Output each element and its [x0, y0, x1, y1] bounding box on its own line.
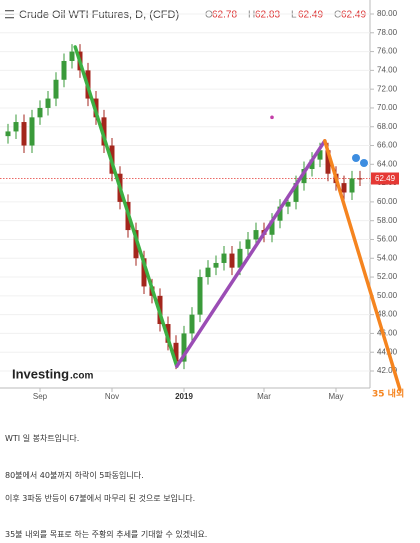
- candle-body: [237, 248, 243, 268]
- y-tick-label: 58.00: [377, 216, 398, 225]
- trendline: [73, 45, 179, 369]
- candle-body: [101, 117, 107, 146]
- y-tick-label: 46.00: [377, 329, 398, 338]
- x-tick-label: Sep: [33, 392, 48, 401]
- candle-body: [221, 253, 227, 263]
- event-icon[interactable]: [352, 154, 360, 162]
- ohlc-label: O: [205, 10, 213, 21]
- candle-body: [141, 258, 147, 287]
- y-tick-label: 78.00: [377, 28, 398, 37]
- candle-body: [21, 122, 27, 146]
- event-circle: [352, 154, 360, 162]
- y-tick-label: 70.00: [377, 103, 398, 112]
- candle-body: [293, 183, 299, 202]
- logo: Investing: [12, 366, 69, 381]
- candle-body: [253, 230, 259, 240]
- candle-body: [61, 60, 67, 80]
- y-tick-label: 80.00: [377, 9, 398, 18]
- candle-body: [181, 333, 187, 362]
- candle-body: [173, 342, 179, 362]
- y-tick-label: 72.00: [377, 84, 398, 93]
- candle-body: [53, 79, 59, 99]
- text-line: 35불 내외를 목표로 하는 주황의 추세를 기대할 수 있겠네요.: [5, 530, 208, 539]
- candle-body: [349, 178, 355, 193]
- candle-body: [229, 253, 235, 268]
- y-tick-label: 50.00: [377, 291, 398, 300]
- text-line: 80불에서 40불까지 하락이 5파동입니다.: [5, 471, 144, 480]
- x-tick-label: 2019: [175, 392, 193, 401]
- candle-body: [69, 51, 75, 61]
- candle-body: [213, 262, 219, 268]
- ohlc-value: 62.83: [255, 10, 280, 21]
- candle-body: [341, 183, 347, 193]
- y-tick-label: 64.00: [377, 159, 398, 168]
- candle-body: [205, 267, 211, 278]
- candle-body: [285, 201, 291, 207]
- x-tick-label: Nov: [105, 392, 119, 401]
- y-tick-label: 48.00: [377, 310, 398, 319]
- event-icon[interactable]: [360, 159, 368, 167]
- candle-body: [245, 239, 251, 249]
- candle-body: [357, 178, 363, 180]
- chart: Crude Oil WTI Futures, D, (CFD) O 62.78 H 6…: [0, 0, 420, 405]
- y-tick-label: 74.00: [377, 65, 398, 74]
- candle-body: [13, 122, 19, 132]
- last-price-tag: [371, 172, 399, 185]
- candle-body: [133, 230, 139, 259]
- ohlc-label: L: [291, 10, 297, 21]
- chart-title: Crude Oil WTI Futures, D, (CFD): [19, 9, 179, 21]
- chart-bg: [0, 0, 420, 405]
- candle-body: [277, 206, 283, 221]
- target-label: 35 내외: [372, 388, 404, 400]
- y-tick-label: 42.00: [377, 366, 398, 375]
- ohlc-value: 62.78: [212, 10, 237, 21]
- candle-body: [309, 159, 315, 170]
- candle-body: [37, 107, 43, 118]
- candle-body: [45, 98, 51, 108]
- text-line: 이후 3파동 반등이 67불에서 마무리 된 것으로 보입니다.: [5, 494, 196, 503]
- marker: [270, 115, 274, 120]
- ohlc-value: 62.49: [298, 10, 323, 21]
- candle-body: [29, 117, 35, 146]
- logo-suffix: .com: [70, 371, 93, 382]
- candle-body: [301, 169, 307, 184]
- candle-body: [5, 131, 11, 137]
- event-circle: [360, 159, 368, 167]
- candle-body: [197, 277, 203, 315]
- y-tick-label: 76.00: [377, 47, 398, 56]
- candle-body: [189, 314, 195, 334]
- y-tick-label: 66.00: [377, 141, 398, 150]
- ohlc-label: C: [334, 10, 341, 21]
- y-tick-label: 52.00: [377, 272, 398, 281]
- ohlc-label: H: [248, 10, 255, 21]
- y-tick-label: 56.00: [377, 235, 398, 244]
- candle-body: [317, 150, 323, 160]
- x-tick-label: Mar: [257, 392, 271, 401]
- text-line: WTI 일 봉차트입니다.: [5, 434, 80, 443]
- x-tick-label: May: [328, 392, 343, 401]
- trendline: [323, 139, 402, 392]
- candle-body: [269, 220, 275, 235]
- y-tick-label: 68.00: [377, 122, 398, 131]
- trendline: [175, 139, 327, 369]
- ohlc-value: 62.49: [341, 10, 366, 21]
- candle-body: [325, 150, 331, 174]
- last-price-label: 62.49: [375, 174, 396, 183]
- y-tick-label: 60.00: [377, 197, 398, 206]
- y-tick-label: 54.00: [377, 253, 398, 262]
